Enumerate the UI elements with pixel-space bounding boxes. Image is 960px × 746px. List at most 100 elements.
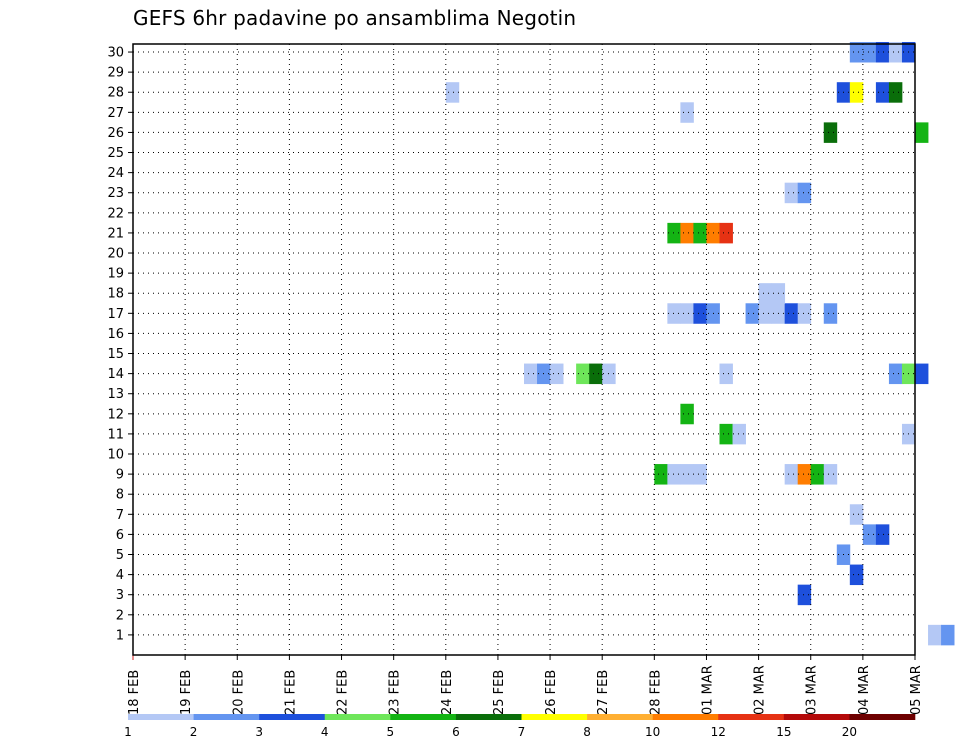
colorbar-label: 20 <box>842 725 857 739</box>
heatmap-cell <box>732 423 746 445</box>
heatmap-cell <box>745 303 759 324</box>
y-tick-label: 5 <box>116 548 124 563</box>
heatmap-cell <box>862 524 877 545</box>
x-tick-label: 01 MAR <box>700 665 715 715</box>
y-tick-label: 18 <box>107 287 124 302</box>
y-tick-label: 24 <box>107 166 124 181</box>
y-tick-label: 23 <box>107 186 124 201</box>
colorbar-label: 3 <box>255 725 263 739</box>
heatmap-cell <box>667 222 681 244</box>
heatmap-cell <box>784 303 799 324</box>
heatmap-cell <box>849 504 864 525</box>
colorbar-segment <box>390 714 457 720</box>
heatmap-cell <box>823 464 838 485</box>
x-tick-label: 05 MAR <box>909 665 924 715</box>
colorbar-segment <box>521 714 588 720</box>
heatmap-cell <box>680 102 694 123</box>
heatmap-cell <box>654 464 668 485</box>
colorbar-label: 7 <box>518 725 526 739</box>
heatmap-cell <box>849 41 864 63</box>
x-tick-label: 26 FEB <box>544 670 559 715</box>
colorbar-segment <box>783 714 850 720</box>
heatmap-cell <box>849 82 864 103</box>
heatmap-cell <box>445 82 460 103</box>
colorbar-segment <box>587 714 653 720</box>
x-tick-label: 02 MAR <box>753 665 768 715</box>
y-tick-label: 1 <box>116 628 124 643</box>
heatmap-cell <box>915 122 929 143</box>
colorbar-label: 2 <box>190 725 198 739</box>
heatmap-cell <box>719 423 733 445</box>
heatmap-cell <box>680 222 694 244</box>
x-tick-label: 24 FEB <box>440 670 455 715</box>
heatmap-cell <box>667 464 681 485</box>
heatmap-cell <box>797 464 812 485</box>
heatmap-cell <box>589 363 603 385</box>
y-tick-label: 15 <box>107 347 124 362</box>
plot-frame <box>132 43 916 656</box>
heatmap-cell <box>875 41 890 63</box>
x-tick-label: 04 MAR <box>857 665 872 715</box>
y-tick-label: 25 <box>107 146 124 161</box>
heatmap-cell <box>719 363 733 385</box>
colorbar-label: 8 <box>583 725 591 739</box>
y-tick-label: 16 <box>107 327 124 342</box>
heatmap-cell <box>719 222 733 244</box>
colorbar-segment <box>324 714 391 720</box>
heatmap-cell <box>849 564 864 586</box>
y-tick-label: 7 <box>116 508 124 523</box>
y-tick-label: 30 <box>107 46 124 61</box>
colorbar-label: 6 <box>452 725 460 739</box>
colorbar-label: 4 <box>321 725 329 739</box>
y-tick-label: 19 <box>107 267 124 282</box>
heatmap-cell <box>758 303 773 324</box>
heatmap-cell <box>810 464 825 485</box>
y-tick-label: 13 <box>107 387 124 402</box>
heatmap-cell <box>693 303 707 324</box>
heatmap-cell <box>524 363 538 385</box>
heatmap-cell <box>823 303 838 324</box>
colorbar-segment <box>128 714 194 720</box>
y-tick-label: 22 <box>107 206 124 221</box>
y-tick-label: 6 <box>116 528 124 543</box>
x-tick-label: 22 FEB <box>336 670 351 715</box>
y-tick-label: 3 <box>116 588 124 603</box>
x-tick-label: 03 MAR <box>805 665 820 715</box>
y-tick-label: 17 <box>107 307 124 322</box>
x-tick-label: 18 FEB <box>127 670 142 715</box>
heatmap-cell <box>888 82 903 103</box>
heatmap-cell <box>928 624 942 646</box>
colorbar-segment <box>455 714 522 720</box>
heatmap-cell <box>941 624 955 646</box>
heatmap-cell <box>784 182 799 204</box>
heatmap-cell <box>576 363 590 385</box>
y-tick-label: 21 <box>107 226 124 241</box>
y-tick-label: 11 <box>107 427 124 442</box>
colorbar-segment <box>718 714 785 720</box>
colorbar-label: 5 <box>387 725 395 739</box>
colorbar-segment <box>652 714 719 720</box>
colorbar-segment <box>259 714 326 720</box>
y-tick-label: 29 <box>107 66 124 81</box>
y-tick-label: 8 <box>116 488 124 503</box>
heatmap-cell <box>875 82 890 103</box>
x-tick-label: 19 FEB <box>179 670 194 715</box>
heatmap-cell <box>680 403 694 425</box>
x-tick-label: 27 FEB <box>596 670 611 715</box>
y-tick-label: 27 <box>107 106 124 121</box>
heatmap-cell <box>693 464 707 485</box>
heatmap-cell <box>915 363 929 385</box>
x-tick-label: 23 FEB <box>388 670 403 715</box>
heatmap-cell <box>797 584 812 606</box>
heatmap-cell <box>667 303 681 324</box>
heatmap-cell <box>797 182 812 204</box>
colorbar-label: 10 <box>645 725 660 739</box>
heatmap-cell <box>758 283 773 304</box>
colorbar-segment <box>849 714 916 720</box>
heatmap-cell <box>693 222 707 244</box>
heatmap-cell <box>888 41 903 63</box>
heatmap-cell <box>862 41 877 63</box>
y-tick-label: 14 <box>107 367 124 382</box>
